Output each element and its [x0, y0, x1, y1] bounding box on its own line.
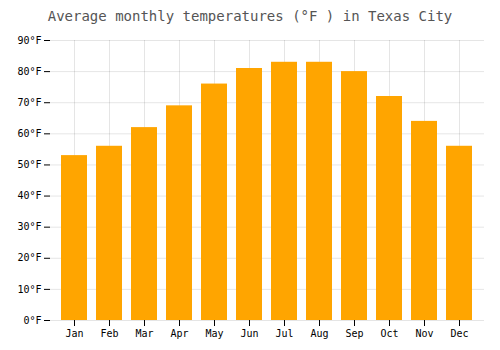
svg-text:70°F: 70°F — [17, 97, 41, 108]
svg-text:May: May — [205, 328, 223, 339]
svg-text:0°F: 0°F — [23, 315, 41, 326]
svg-text:50°F: 50°F — [17, 159, 41, 170]
svg-text:60°F: 60°F — [17, 128, 41, 139]
svg-text:Jul: Jul — [275, 328, 293, 339]
svg-text:10°F: 10°F — [17, 284, 41, 295]
svg-text:Aug: Aug — [310, 328, 328, 339]
svg-text:Apr: Apr — [170, 328, 188, 339]
svg-text:90°F: 90°F — [17, 35, 41, 46]
svg-text:Mar: Mar — [135, 328, 153, 339]
html-text:Average monthly temperatures (: Average monthly temperatures (°F ) in Te… — [47, 8, 453, 24]
svg-text:30°F: 30°F — [17, 221, 41, 232]
svg-text:Nov: Nov — [415, 328, 433, 339]
svg-text:80°F: 80°F — [17, 66, 41, 77]
svg-text:Dec: Dec — [450, 328, 468, 339]
svg-text:20°F: 20°F — [17, 252, 41, 263]
svg-text:Oct: Oct — [380, 328, 398, 339]
svg-text:Feb: Feb — [100, 328, 118, 339]
svg-text:Jan: Jan — [65, 328, 83, 339]
svg-text:Sep: Sep — [345, 328, 363, 339]
svg-text:Jun: Jun — [240, 328, 258, 339]
svg-text:40°F: 40°F — [17, 190, 41, 201]
